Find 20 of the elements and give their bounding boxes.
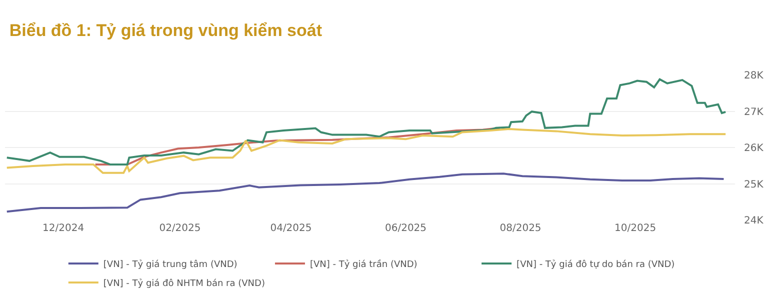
- x-tick-label: 08/2025: [500, 223, 542, 234]
- x-tick-label: 02/2025: [159, 223, 201, 234]
- y-tick-label: 26K: [744, 143, 764, 154]
- legend-label: [VN] - Tỷ giá trung tâm (VND): [103, 259, 238, 270]
- line-series: [6, 78, 727, 166]
- line-series: [6, 172, 725, 213]
- line-series: [6, 128, 727, 174]
- y-tick-label: 24K: [744, 216, 764, 226]
- line-series: [94, 126, 501, 166]
- legend-label: [VN] - Tỷ giá trần (VND): [310, 259, 418, 270]
- x-tick-label: 04/2025: [270, 223, 312, 234]
- y-tick-label: 25K: [744, 179, 764, 190]
- y-tick-label: 27K: [744, 106, 764, 118]
- x-tick-label: 12/2024: [42, 223, 84, 234]
- x-tick-label: 06/2025: [384, 223, 427, 234]
- chart-title: Biểu đồ 1: Tỷ giá trong vùng kiểm soát: [9, 21, 322, 40]
- legend-label: [VN] - Tỷ giá đô NHTM bán ra (VND): [103, 278, 265, 290]
- y-tick-label: 28K: [744, 70, 764, 82]
- x-tick-label: 10/2025: [614, 223, 656, 234]
- legend-label: [VN] - Tỷ giá đô tự do bán ra (VND): [516, 259, 675, 270]
